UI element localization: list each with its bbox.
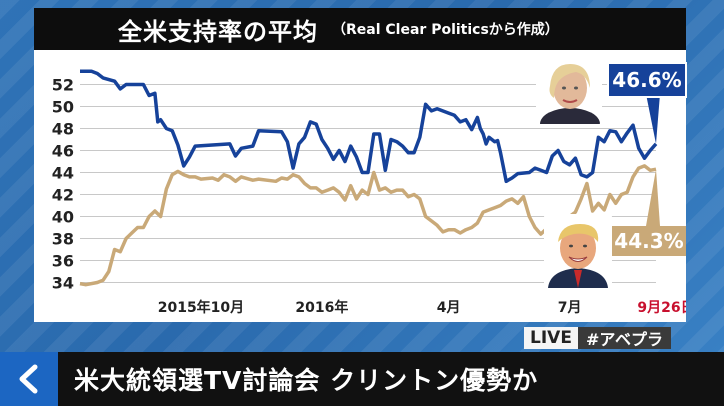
y-tick-label: 34 [52, 274, 74, 293]
y-tick-label: 42 [52, 186, 74, 205]
y-tick-label: 46 [52, 142, 74, 161]
chart-source: （Real Clear Politicsから作成） [332, 22, 559, 38]
back-button[interactable] [0, 352, 58, 406]
y-tick-label: 50 [52, 98, 74, 117]
series-line-clinton [80, 69, 658, 184]
trump-photo [544, 214, 612, 288]
chart-panel: 34 36 38 40 42 44 46 48 50 52 2015年10月 2016年 4月 7月 9月2… [34, 50, 687, 322]
live-tag: LIVE #アベプラ [524, 327, 672, 349]
trump-value: 44.3% [614, 229, 684, 253]
x-tick-label: 2016年 [295, 299, 348, 316]
bottom-bar: 米大統領選TV討論会 クリントン優勢か [0, 352, 724, 406]
x-tick-label: 2015年10月 [158, 299, 244, 316]
y-tick-label: 36 [52, 252, 74, 271]
y-tick-label: 40 [52, 208, 74, 227]
clinton-value: 46.6% [612, 68, 682, 92]
chevron-left-icon [19, 364, 38, 394]
hashtag: #アベプラ [577, 327, 672, 349]
clinton-pointer [646, 94, 660, 144]
trump-value-badge: 44.3% [612, 226, 686, 256]
y-tick-label: 44 [52, 164, 74, 183]
clinton-value-badge: 46.6% [607, 62, 687, 98]
clinton-photo [536, 52, 602, 124]
x-tick-label: 7月 [558, 300, 582, 316]
trump-pointer [646, 169, 660, 226]
chart-title: 全米支持率の平均 [118, 17, 318, 46]
y-tick-label: 38 [52, 230, 74, 249]
x-tick-label: 4月 [437, 300, 461, 316]
y-tick-label: 52 [52, 76, 74, 95]
y-tick-label: 48 [52, 120, 74, 139]
title-bar: 全米支持率の平均 （Real Clear Politicsから作成） [34, 8, 686, 50]
live-label: LIVE [524, 327, 578, 349]
headline: 米大統領選TV討論会 クリントン優勢か [74, 366, 539, 395]
x-tick-label: 9月26日 [637, 300, 686, 316]
